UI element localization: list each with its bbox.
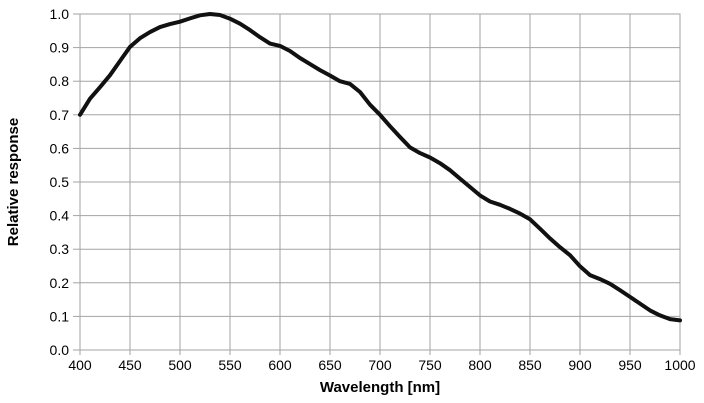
y-tick-label: 0.3 — [50, 241, 70, 257]
x-tick-label: 850 — [518, 357, 542, 373]
x-tick-label: 500 — [168, 357, 192, 373]
y-tick-label: 0.2 — [50, 275, 70, 291]
response-curve — [78, 12, 682, 323]
x-tick-label: 400 — [68, 357, 92, 373]
axis-ticks — [73, 13, 681, 355]
y-tick-label: 0.8 — [50, 73, 70, 89]
series-relative-response — [78, 12, 682, 323]
plot-border — [79, 13, 681, 351]
x-axis-title: Wavelength [nm] — [320, 379, 440, 396]
x-tick-label: 950 — [618, 357, 642, 373]
tick-labels: 400 450 500 550 600 650 700 750 800 850 900 950 1000… — [50, 6, 696, 373]
y-tick-label: 0.1 — [50, 308, 70, 324]
x-tick-label: 750 — [418, 357, 442, 373]
y-tick-label: 0.7 — [50, 107, 70, 123]
x-tick-label: 600 — [268, 357, 292, 373]
y-tick-label: 1.0 — [50, 6, 70, 22]
y-axis-title: Relative response — [5, 118, 22, 246]
y-tick-label: 0.6 — [50, 140, 70, 156]
y-tick-label: 0.4 — [50, 208, 70, 224]
y-tick-label: 0.5 — [50, 174, 70, 190]
y-tick-label: 0.0 — [50, 342, 70, 358]
x-tick-label: 1000 — [664, 357, 695, 373]
x-tick-label: 800 — [468, 357, 492, 373]
x-tick-label: 700 — [368, 357, 392, 373]
y-tick-label: 0.9 — [50, 40, 70, 56]
gridlines — [79, 13, 681, 351]
x-tick-label: 450 — [118, 357, 142, 373]
x-tick-label: 550 — [218, 357, 242, 373]
x-tick-label: 650 — [318, 357, 342, 373]
plot-area-border — [79, 13, 681, 351]
x-tick-label: 900 — [568, 357, 592, 373]
